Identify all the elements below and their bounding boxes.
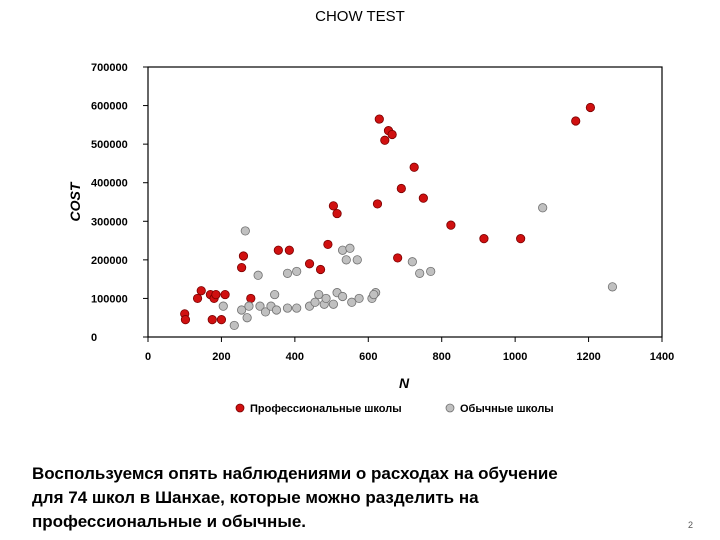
data-point-regular (538, 203, 548, 213)
data-point-regular (415, 268, 425, 278)
x-tick-label: 1000 (503, 351, 527, 363)
data-point-regular (229, 320, 239, 331)
body-line-3: профессиональные и обычные. (32, 512, 307, 531)
y-axis-label: COST (67, 181, 83, 221)
scatter-chart: 0 100000 200000 300000 400000 500000 600000 700… (67, 62, 674, 415)
slide-title: CHOW TEST (315, 8, 405, 25)
data-point-regular (218, 301, 228, 311)
data-point-professional (418, 193, 428, 203)
data-point-professional (207, 315, 217, 325)
data-point-professional (246, 293, 256, 304)
data-point-regular (337, 291, 348, 302)
data-point-professional (180, 315, 191, 325)
data-point-professional (409, 162, 419, 172)
data-point-regular (369, 289, 379, 300)
legend-label: Профессиональные школы (250, 403, 402, 415)
slide-body-text: Воспользуемся опять наблюдениями о расхо… (32, 462, 672, 534)
data-point-professional (396, 183, 406, 194)
data-point-regular (255, 301, 265, 311)
y-tick-label: 200000 (91, 255, 128, 267)
y-tick-label: 100000 (91, 293, 128, 305)
data-point-professional (284, 245, 294, 255)
data-point-professional (374, 114, 384, 124)
y-tick-label: 700000 (91, 62, 128, 74)
data-point-regular (328, 299, 339, 309)
data-point-professional (585, 102, 596, 113)
data-point-regular (426, 266, 436, 277)
data-point-regular (352, 255, 362, 265)
data-point-professional (273, 245, 283, 255)
data-point-professional (571, 116, 581, 126)
legend-marker (445, 403, 455, 413)
data-point-professional (220, 289, 230, 300)
y-tick-label: 0 (91, 332, 97, 344)
data-point-regular (240, 226, 250, 236)
data-point-regular (242, 313, 252, 323)
y-tick-label: 600000 (91, 101, 128, 113)
x-tick-label: 800 (433, 351, 451, 363)
data-point-regular (292, 266, 302, 277)
data-point-professional (446, 220, 456, 230)
page-number: 2 (688, 520, 694, 530)
data-point-regular (260, 307, 271, 317)
data-point-professional (393, 253, 403, 263)
data-point-regular (354, 293, 364, 304)
data-point-regular (270, 289, 280, 300)
data-point-professional (479, 234, 489, 244)
x-axis: 0 200 400 600 800 1000 1200 1400 (145, 337, 674, 363)
data-point-professional (216, 315, 227, 325)
x-axis-label: N (399, 375, 410, 391)
legend: Профессиональные школы Обычные школы (235, 403, 554, 415)
data-points (180, 102, 618, 331)
legend-label: Обычные школы (460, 403, 554, 415)
data-point-regular (253, 270, 263, 280)
data-point-professional (516, 234, 526, 244)
data-point-professional (328, 201, 339, 211)
body-line-2: для 74 школ в Шанхае, которые можно разд… (32, 488, 479, 507)
data-point-professional (315, 264, 326, 275)
x-tick-label: 200 (212, 351, 230, 363)
data-point-professional (211, 289, 221, 300)
x-tick-label: 600 (359, 351, 377, 363)
body-line-1: Воспользуемся опять наблюдениями о расхо… (32, 464, 558, 483)
data-point-regular (282, 303, 293, 313)
y-tick-label: 500000 (91, 139, 128, 151)
data-point-regular (345, 243, 355, 253)
plot-area-frame (147, 66, 663, 338)
legend-marker (235, 403, 245, 413)
data-point-regular (292, 303, 302, 313)
data-point-professional (192, 293, 203, 304)
data-point-professional (196, 286, 206, 296)
data-point-professional (387, 129, 397, 140)
data-point-regular (271, 305, 282, 315)
y-tick-label: 400000 (91, 178, 128, 190)
data-point-regular (347, 297, 357, 307)
x-tick-label: 1400 (650, 351, 674, 363)
x-tick-label: 0 (145, 351, 151, 363)
data-point-regular (321, 293, 331, 304)
x-tick-label: 400 (286, 351, 304, 363)
data-point-regular (607, 282, 618, 292)
y-axis: 0 100000 200000 300000 400000 500000 600000 700… (91, 62, 148, 344)
data-point-professional (237, 262, 247, 273)
data-point-professional (323, 239, 333, 250)
x-tick-label: 1200 (576, 351, 600, 363)
data-point-regular (310, 297, 320, 307)
data-point-regular (407, 257, 417, 267)
data-point-professional (372, 199, 383, 209)
data-point-regular (237, 305, 247, 315)
data-point-regular (341, 255, 351, 265)
data-point-professional (332, 208, 342, 219)
data-point-professional (380, 135, 390, 145)
data-point-regular (282, 268, 293, 278)
data-point-professional (304, 259, 315, 269)
data-point-professional (238, 251, 249, 261)
data-point-regular (244, 301, 254, 311)
y-tick-label: 300000 (91, 216, 128, 228)
data-point-regular (314, 289, 324, 300)
